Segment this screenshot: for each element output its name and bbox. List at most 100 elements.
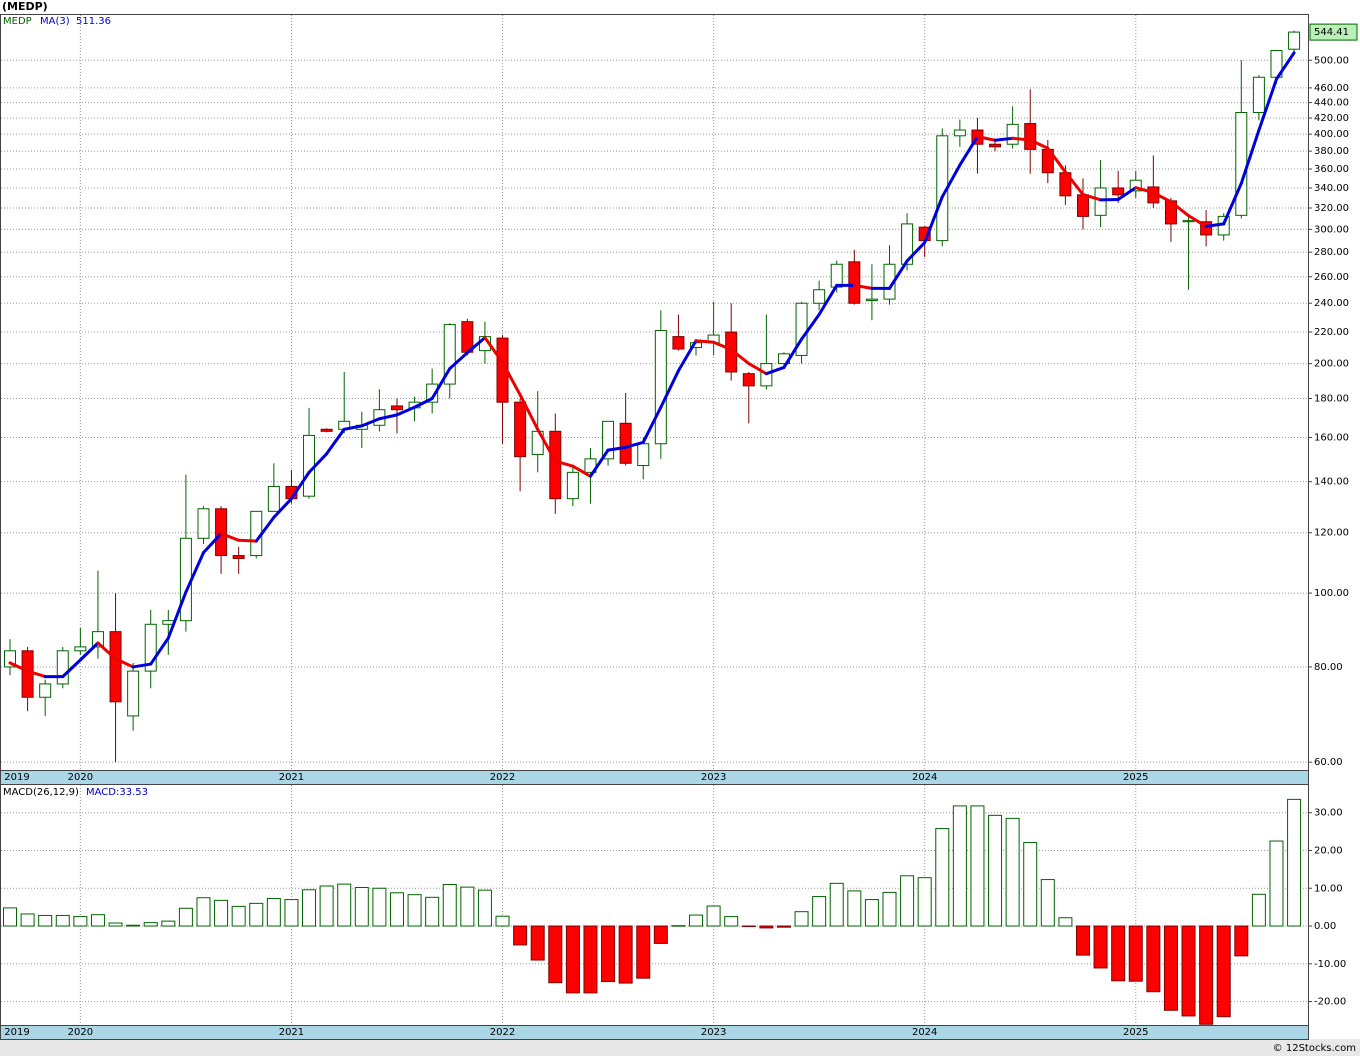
x-tick-label: 2019 [4, 772, 29, 783]
macd-bar [776, 925, 791, 928]
date-strip [0, 1025, 1309, 1040]
candle-body [1252, 76, 1265, 114]
ma-line [448, 351, 469, 371]
candle-body [813, 289, 826, 304]
macd-bar [882, 891, 897, 927]
macd-bar [460, 886, 475, 927]
candle-body [443, 324, 456, 385]
macd-legend-value: MACD:33.53 [86, 787, 148, 798]
candle-body [901, 223, 914, 265]
macd-bar [1093, 925, 1108, 969]
macd-bar [741, 925, 756, 928]
ma-line [1204, 222, 1226, 228]
macd-bar [354, 887, 369, 927]
ma-line [1169, 200, 1191, 218]
ma-line [1134, 186, 1155, 195]
ma-line [307, 452, 329, 474]
y-tick-label: 300.00 [1314, 224, 1349, 235]
macd-bar [284, 899, 299, 927]
macd-bar [513, 925, 528, 946]
macd-bar [73, 916, 88, 927]
ma-line [764, 365, 786, 376]
ma-line [905, 241, 927, 263]
candle-body [426, 383, 439, 403]
y-tick-label: 180.00 [1314, 393, 1349, 404]
macd-bar [407, 894, 422, 927]
candle-body [320, 428, 333, 432]
y-tick-label: 400.00 [1314, 129, 1349, 140]
candle-body [4, 650, 16, 668]
macd-bar [565, 925, 580, 994]
macd-bar [812, 896, 827, 927]
macd-bar [706, 905, 721, 927]
ma-line [289, 470, 311, 501]
macd-bar [759, 925, 774, 929]
macd-bar [988, 814, 1003, 927]
price-panel [0, 14, 1309, 771]
macd-bar [618, 925, 633, 984]
ma-line [201, 532, 223, 555]
ma-line [1063, 170, 1085, 197]
y-tick-label: -10.00 [1314, 959, 1346, 970]
macd-bar [126, 924, 141, 927]
y-tick-label: 60.00 [1314, 757, 1343, 768]
candle-body [848, 261, 861, 304]
x-tick-label: 2024 [912, 1027, 937, 1038]
candle-body [637, 443, 650, 467]
candle-body [1006, 123, 1019, 145]
macd-bar [337, 883, 352, 927]
ma-line [624, 440, 645, 449]
candle-body [514, 401, 527, 458]
candle-body [74, 646, 87, 652]
candle-body [109, 631, 122, 703]
macd-bar [1075, 925, 1090, 956]
ma-line [1081, 193, 1103, 202]
macd-bar [178, 907, 193, 927]
ma-line [61, 658, 82, 679]
ma-line [1257, 77, 1278, 132]
last-price-box [1309, 23, 1358, 41]
candle-body [56, 650, 69, 685]
macd-bar [1199, 925, 1214, 1025]
candle-body [1200, 221, 1213, 236]
candle-body [144, 623, 157, 672]
macd-legend: MACD(26,12,9) [3, 787, 79, 798]
candle-body [1235, 112, 1248, 216]
macd-bar [90, 914, 105, 927]
ma-line [26, 669, 47, 679]
macd-bar [1216, 925, 1231, 1018]
x-tick-label: 2020 [68, 772, 93, 783]
ma-line [993, 136, 1015, 142]
ma-line [888, 259, 909, 290]
macd-bar [55, 914, 70, 927]
y-tick-label: 460.00 [1314, 83, 1349, 94]
candle-body [672, 336, 685, 350]
candle-body [232, 555, 245, 560]
macd-bar [671, 925, 686, 927]
ma-line [465, 336, 487, 355]
macd-bar [442, 883, 457, 927]
macd-bar [249, 902, 264, 927]
candle-body [1129, 179, 1142, 192]
y-tick-label: 30.00 [1314, 808, 1343, 819]
ma-line [325, 427, 346, 456]
candle-body [1288, 31, 1301, 50]
ma-line [166, 590, 188, 640]
candle-body [1024, 123, 1037, 150]
ma-line [184, 551, 205, 594]
candle-body [654, 330, 667, 445]
ma-line [8, 661, 30, 673]
ma-line [149, 636, 170, 666]
candle-body [179, 537, 192, 622]
macd-bar [917, 877, 932, 927]
ma-line [1028, 138, 1050, 150]
ma-line [501, 360, 522, 397]
ma-line [1151, 191, 1173, 204]
ma-line [518, 393, 540, 431]
candle-body [989, 143, 1002, 148]
y-tick-label: 20.00 [1314, 845, 1343, 856]
ma-line [958, 135, 979, 167]
ma-line [1046, 146, 1067, 174]
macd-bar [231, 905, 246, 927]
